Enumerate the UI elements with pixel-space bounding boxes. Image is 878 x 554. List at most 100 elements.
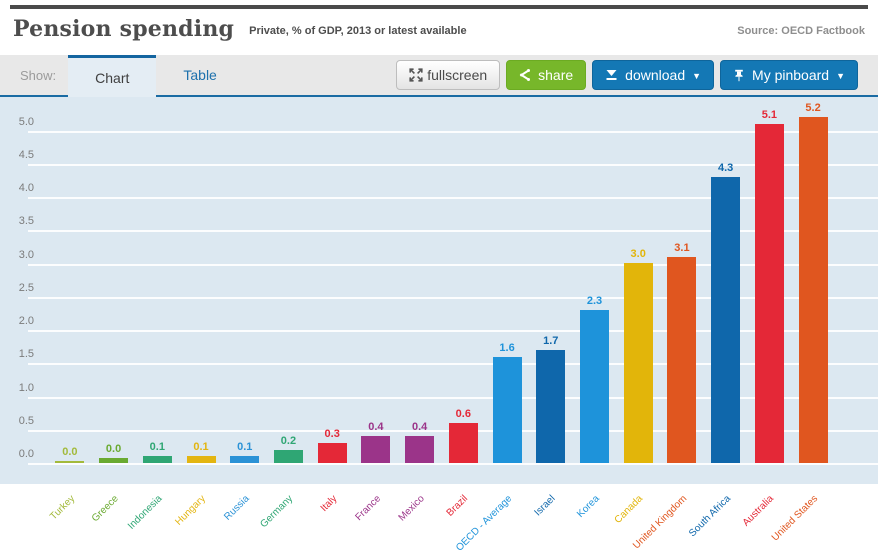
x-label-slot-germany: Germany <box>259 484 311 544</box>
pin-icon <box>733 69 745 82</box>
bar-slot-brazil: 0.6 <box>441 97 485 463</box>
x-tick-label-russia: Russia <box>222 493 252 523</box>
bar-slot-oecd-average: 1.6 <box>485 97 529 463</box>
x-label-slot-united-states: United States <box>770 484 835 544</box>
bar-mexico[interactable] <box>405 436 435 463</box>
y-tick-label-3.0: 3.0 <box>18 248 34 261</box>
source-label: Source: OECD Factbook <box>737 25 865 37</box>
x-label-slot-hungary: Hungary <box>174 484 223 544</box>
x-label-slot-south-africa: South Africa <box>687 484 748 544</box>
bar-value-label-australia: 5.1 <box>761 109 777 121</box>
y-tick-label-0.0: 0.0 <box>18 448 34 460</box>
x-label-slot-indonesia: Indonesia <box>126 484 179 544</box>
download-icon <box>605 69 618 81</box>
my-pinboard-button-label: My pinboard <box>752 67 830 83</box>
x-tick-label-france: France <box>353 493 383 524</box>
x-tick-label-hungary: Hungary <box>173 493 209 528</box>
bar-slot-france: 0.4 <box>354 97 398 463</box>
x-label-slot-korea: Korea <box>573 484 617 544</box>
bar-brazil[interactable] <box>448 423 478 463</box>
share-button[interactable]: share <box>506 60 587 90</box>
x-tick-label-korea: Korea <box>574 493 602 520</box>
share-button-label: share <box>538 67 574 83</box>
bar-value-label-united-kingdom: 3.1 <box>674 242 690 254</box>
tab-table-label: Table <box>183 67 217 83</box>
bar-value-label-hungary: 0.1 <box>193 441 209 453</box>
bar-value-label-brazil: 0.6 <box>455 408 471 420</box>
fullscreen-icon <box>409 68 423 82</box>
pinboard-caret-icon: ▼ <box>836 71 845 81</box>
x-label-slot-greece: Greece <box>89 484 136 544</box>
bar-slot-korea: 2.3 <box>573 97 617 463</box>
gridline-3.0 <box>28 263 878 266</box>
bar-value-label-canada: 3.0 <box>630 248 646 260</box>
my-pinboard-button[interactable]: My pinboard ▼ <box>720 60 858 90</box>
bar-united-states[interactable] <box>798 117 828 463</box>
bar-germany[interactable] <box>273 450 303 463</box>
y-tick-label-4.5: 4.5 <box>18 148 34 161</box>
bar-value-label-mexico: 0.4 <box>411 421 428 433</box>
x-axis: Turkey Greece Indonesia Hungary Russia German… <box>0 484 878 554</box>
bar-italy[interactable] <box>317 443 347 463</box>
x-tick-label-mexico: Mexico <box>396 493 427 524</box>
x-tick-label-brazil: Brazil <box>444 493 471 519</box>
bar-france[interactable] <box>361 436 391 463</box>
header-top-rule <box>10 5 868 9</box>
bar-canada[interactable] <box>623 263 653 463</box>
bar-turkey[interactable] <box>55 461 85 463</box>
bar-slot-hungary: 0.1 <box>179 97 223 463</box>
tab-table[interactable]: Table <box>156 55 243 95</box>
bar-indonesia[interactable] <box>142 456 172 463</box>
bar-oecd-average[interactable] <box>492 357 522 463</box>
bar-israel[interactable] <box>536 350 566 463</box>
bar-value-label-germany: 0.2 <box>280 435 297 447</box>
x-tick-label-italy: Italy <box>318 493 340 515</box>
bar-russia[interactable] <box>230 456 260 463</box>
header: Pension spending Private, % of GDP, 2013… <box>0 0 878 55</box>
gridline-0.0 <box>28 463 878 465</box>
x-axis-labels: Turkey Greece Indonesia Hungary Russia German… <box>48 484 835 553</box>
download-caret-icon: ▼ <box>692 71 702 81</box>
gridline-1.5 <box>28 363 878 366</box>
chart-plot-area: 0.0 0.5 1.0 1.5 2.0 2.5 3.0 3.5 4.0 4.5 5.0 0.0 0.0… <box>0 97 878 484</box>
bar-australia[interactable] <box>754 124 784 463</box>
show-label: Show: <box>20 67 57 83</box>
toolbar-buttons: fullscreen share <box>396 55 878 95</box>
bar-value-label-united-states: 5.2 <box>805 102 821 114</box>
fullscreen-button[interactable]: fullscreen <box>396 60 501 90</box>
bar-value-label-indonesia: 0.1 <box>149 441 165 453</box>
x-tick-label-greece: Greece <box>89 493 121 525</box>
bar-hungary[interactable] <box>186 456 216 463</box>
gridline-5.0 <box>28 130 878 133</box>
bar-slot-israel: 1.7 <box>529 97 573 463</box>
bar-slot-canada: 3.0 <box>616 97 660 463</box>
bar-value-label-france: 0.4 <box>368 421 384 433</box>
bar-value-label-israel: 1.7 <box>543 335 559 347</box>
bar-south-africa[interactable] <box>711 177 741 463</box>
bar-slot-indonesia: 0.1 <box>135 97 179 463</box>
x-label-slot-mexico: Mexico <box>396 484 442 544</box>
download-button[interactable]: download ▼ <box>592 60 715 90</box>
tab-chart-label: Chart <box>95 69 130 86</box>
bar-slot-mexico: 0.4 <box>398 97 442 463</box>
bars-container: 0.0 0.0 0.1 0.1 0.1 0.2 0.3 0.4 0.4 0.6 1.6 1.7 2.3 3… <box>48 97 835 463</box>
tab-chart[interactable]: Chart <box>68 55 157 97</box>
bar-united-kingdom[interactable] <box>667 257 697 463</box>
gridline-3.5 <box>28 230 878 233</box>
bar-value-label-south-africa: 4.3 <box>717 162 734 174</box>
page-title: Pension spending <box>13 16 235 42</box>
bar-value-label-greece: 0.0 <box>105 443 122 455</box>
bar-slot-united-states: 5.2 <box>791 97 835 463</box>
bar-value-label-oecd-average: 1.6 <box>499 342 515 354</box>
bar-value-label-turkey: 0.0 <box>62 446 78 458</box>
bar-slot-germany: 0.2 <box>267 97 311 463</box>
gridline-2.0 <box>28 330 878 332</box>
bar-slot-turkey: 0.0 <box>48 97 92 463</box>
bar-korea[interactable] <box>579 310 609 463</box>
y-tick-label-1.5: 1.5 <box>18 348 34 361</box>
bar-greece[interactable] <box>99 458 129 463</box>
bar-value-label-italy: 0.3 <box>324 428 340 440</box>
bar-slot-united-kingdom: 3.1 <box>660 97 704 463</box>
share-icon <box>519 69 531 81</box>
